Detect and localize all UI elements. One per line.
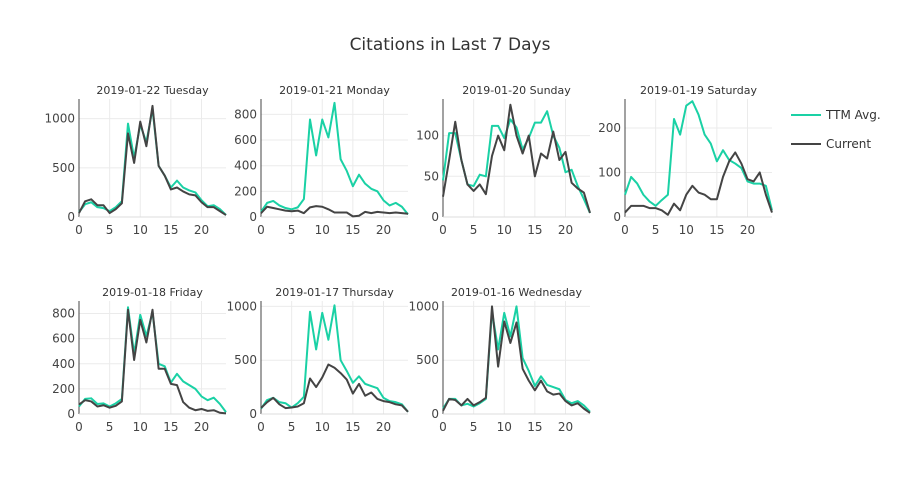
x-tick-label: 0	[257, 420, 265, 434]
y-tick-label: 1000	[408, 299, 439, 313]
subplot-title: 2019-01-20 Sunday	[462, 84, 571, 97]
y-tick-label: 50	[424, 169, 439, 183]
legend-label: TTM Avg.	[825, 108, 881, 122]
legend[interactable]: TTM Avg. Current	[791, 108, 881, 151]
x-tick-label: 0	[439, 223, 447, 237]
x-tick-label: 0	[75, 420, 83, 434]
series-line-current	[442, 103, 591, 214]
series-line-current	[442, 305, 591, 414]
series-line-current	[260, 363, 409, 413]
x-tick-label: 5	[288, 223, 296, 237]
subplot-title: 2019-01-21 Monday	[279, 84, 390, 97]
series-line-current	[260, 205, 409, 218]
x-tick-label: 5	[470, 420, 478, 434]
x-tick-label: 20	[558, 420, 573, 434]
y-tick-label: 200	[234, 184, 257, 198]
y-tick-label: 600	[52, 332, 75, 346]
x-tick-label: 0	[75, 223, 83, 237]
y-tick-label: 500	[52, 161, 75, 175]
x-tick-label: 10	[315, 223, 330, 237]
y-tick-label: 0	[67, 407, 75, 421]
x-tick-label: 0	[439, 420, 447, 434]
series-line-ttm-avg	[260, 101, 409, 216]
x-tick-label: 15	[345, 223, 360, 237]
x-tick-label: 5	[288, 420, 296, 434]
y-tick-label: 0	[613, 210, 621, 224]
y-tick-label: 500	[234, 353, 257, 367]
series-line-ttm-avg	[260, 304, 409, 413]
subplot-title: 2019-01-16 Wednesday	[451, 286, 583, 299]
series-line-current	[78, 308, 227, 415]
y-tick-label: 1000	[44, 112, 75, 126]
x-tick-label: 5	[652, 223, 660, 237]
y-tick-label: 0	[249, 210, 257, 224]
x-tick-label: 0	[621, 223, 629, 237]
x-tick-label: 5	[470, 223, 478, 237]
series-line-ttm-avg	[78, 306, 227, 413]
subplot-3: 2019-01-20 Sunday 0 5 10 15 20 0 50 100	[416, 84, 591, 237]
x-tick-label: 15	[527, 420, 542, 434]
legend-item-current[interactable]: Current	[791, 137, 871, 151]
y-tick-label: 0	[249, 407, 257, 421]
x-tick-label: 20	[558, 223, 573, 237]
y-tick-label: 0	[431, 210, 439, 224]
series-line-ttm-avg	[624, 100, 773, 211]
x-tick-label: 20	[194, 420, 209, 434]
series-line-ttm-avg	[78, 107, 227, 216]
subplot-title: 2019-01-18 Friday	[102, 286, 203, 299]
x-tick-label: 10	[497, 223, 512, 237]
y-tick-label: 1000	[226, 299, 257, 313]
x-tick-label: 20	[740, 223, 755, 237]
subplot-title: 2019-01-17 Thursday	[275, 286, 394, 299]
x-tick-label: 10	[679, 223, 694, 237]
x-tick-label: 15	[163, 223, 178, 237]
subplot-7: 2019-01-16 Wednesday 0 5 10 15 20 0 500 1000	[408, 286, 591, 434]
y-tick-label: 0	[431, 407, 439, 421]
y-tick-label: 400	[234, 159, 257, 173]
x-tick-label: 10	[133, 420, 148, 434]
subplot-title: 2019-01-22 Tuesday	[96, 84, 209, 97]
x-tick-label: 20	[376, 223, 391, 237]
x-tick-label: 10	[497, 420, 512, 434]
y-tick-label: 0	[67, 210, 75, 224]
subplot-6: 2019-01-17 Thursday 0 5 10 15 20 0 500 1000	[226, 286, 409, 434]
x-tick-label: 15	[163, 420, 178, 434]
x-tick-label: 5	[106, 223, 114, 237]
legend-item-ttm-avg[interactable]: TTM Avg.	[791, 108, 881, 122]
chart-title: Citations in Last 7 Days	[350, 35, 551, 55]
y-tick-label: 800	[52, 307, 75, 321]
y-tick-label: 200	[52, 382, 75, 396]
x-tick-label: 15	[345, 420, 360, 434]
subplot-title: 2019-01-19 Saturday	[640, 84, 757, 97]
x-tick-label: 5	[106, 420, 114, 434]
y-tick-label: 100	[416, 129, 439, 143]
x-tick-label: 20	[194, 223, 209, 237]
subplot-1: 2019-01-22 Tuesday 0 5 10 15 20 0 500 1000	[44, 84, 227, 237]
series-line-current	[78, 104, 227, 216]
x-tick-label: 0	[257, 223, 265, 237]
y-tick-label: 100	[598, 165, 621, 179]
x-tick-label: 20	[376, 420, 391, 434]
x-tick-label: 10	[315, 420, 330, 434]
x-tick-label: 15	[527, 223, 542, 237]
y-tick-label: 800	[234, 107, 257, 121]
x-tick-label: 15	[709, 223, 724, 237]
y-tick-label: 200	[598, 121, 621, 135]
y-tick-label: 400	[52, 357, 75, 371]
series-line-current	[624, 151, 773, 216]
legend-label: Current	[826, 137, 871, 151]
y-tick-label: 500	[416, 353, 439, 367]
x-tick-label: 10	[133, 223, 148, 237]
y-tick-label: 600	[234, 133, 257, 147]
